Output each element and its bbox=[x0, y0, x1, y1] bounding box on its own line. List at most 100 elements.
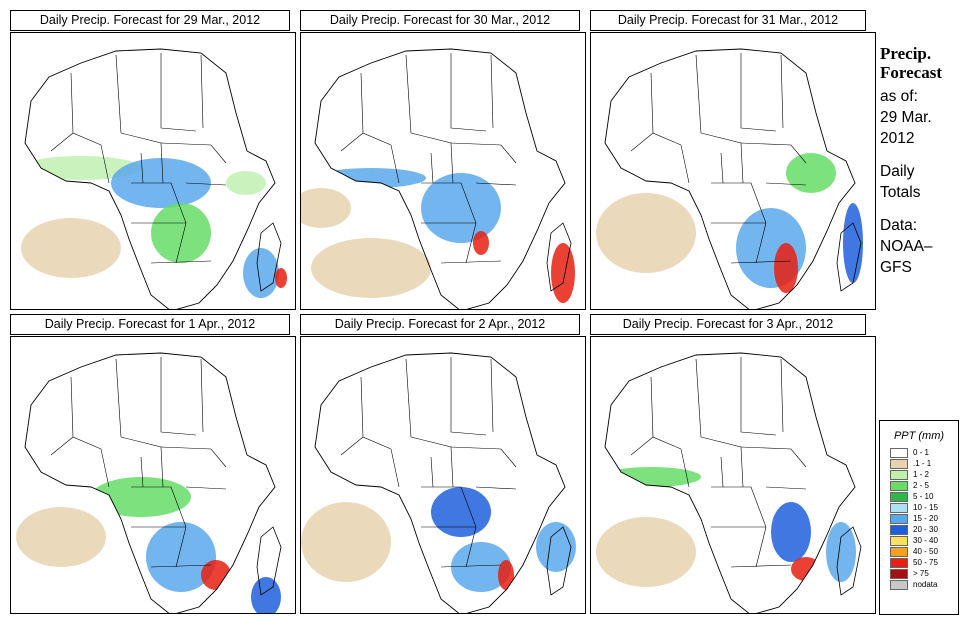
precip-map bbox=[10, 32, 296, 310]
data-line2: NOAA– bbox=[880, 238, 933, 255]
precip-area bbox=[301, 502, 391, 582]
precip-area bbox=[421, 173, 501, 243]
legend-swatch bbox=[890, 459, 908, 469]
africa-map-graphic bbox=[301, 33, 585, 309]
legend-swatch bbox=[890, 448, 908, 458]
country-border bbox=[50, 436, 74, 456]
legend-swatch bbox=[890, 514, 908, 524]
country-border bbox=[780, 54, 784, 129]
country-border bbox=[390, 448, 400, 488]
country-border bbox=[730, 564, 792, 568]
country-border bbox=[100, 448, 110, 488]
country-border bbox=[780, 358, 784, 433]
country-border bbox=[450, 53, 487, 132]
legend-label: 0 - 1 bbox=[913, 448, 930, 457]
legend-rows: 0 - 1 .1 - 1 1 - 2 2 - 5 5 - 10 10 - 15 15 - 2… bbox=[880, 448, 958, 591]
madagascar-outline bbox=[546, 526, 572, 596]
country-border bbox=[740, 446, 807, 468]
precip-area bbox=[21, 218, 121, 278]
country-border bbox=[490, 358, 494, 433]
legend-label: 2 - 5 bbox=[913, 481, 930, 490]
legend-item: 5 - 10 bbox=[880, 492, 958, 503]
country-border bbox=[115, 358, 122, 438]
legend-swatch bbox=[890, 481, 908, 491]
legend-swatch bbox=[890, 470, 908, 480]
panel-title: Daily Precip. Forecast for 29 Mar., 2012 bbox=[10, 10, 290, 31]
country-border bbox=[340, 132, 364, 152]
panel-title: Daily Precip. Forecast for 2 Apr., 2012 bbox=[300, 314, 580, 335]
precip-map bbox=[300, 32, 586, 310]
legend-item: 20 - 30 bbox=[880, 525, 958, 536]
country-border bbox=[440, 260, 502, 264]
country-border bbox=[630, 436, 654, 456]
africa-map-graphic bbox=[11, 33, 295, 309]
country-border bbox=[630, 132, 654, 152]
legend-label: 50 - 75 bbox=[913, 558, 938, 567]
country-border bbox=[131, 486, 187, 568]
country-border bbox=[160, 142, 227, 164]
legend-item: 0 - 1 bbox=[880, 448, 958, 459]
legend-item: > 75 bbox=[880, 569, 958, 580]
africa-map-graphic bbox=[301, 337, 585, 613]
precip-area bbox=[536, 522, 576, 572]
country-border bbox=[405, 54, 412, 134]
precip-map bbox=[590, 336, 876, 614]
precip-area bbox=[226, 171, 266, 195]
panel-title: Daily Precip. Forecast for 3 Apr., 2012 bbox=[590, 314, 866, 335]
country-border bbox=[140, 152, 144, 184]
madagascar-outline bbox=[836, 526, 862, 596]
country-border bbox=[200, 54, 204, 129]
africa-map-graphic bbox=[591, 337, 875, 613]
asof-line3: 2012 bbox=[880, 130, 915, 147]
legend-swatch bbox=[890, 558, 908, 568]
country-border bbox=[340, 436, 364, 456]
country-border bbox=[475, 486, 517, 490]
coastline bbox=[604, 352, 856, 613]
precip-map bbox=[10, 336, 296, 614]
country-border bbox=[711, 182, 767, 264]
country-border bbox=[765, 182, 807, 186]
legend-label: 15 - 20 bbox=[913, 514, 938, 523]
legend-label: 30 - 40 bbox=[913, 536, 938, 545]
legend-swatch bbox=[890, 503, 908, 513]
madagascar-outline bbox=[836, 222, 862, 292]
country-border bbox=[711, 486, 767, 568]
precip-area bbox=[301, 188, 351, 228]
country-border bbox=[765, 486, 807, 490]
precip-area bbox=[551, 243, 575, 303]
coastline bbox=[604, 48, 856, 309]
precip-area bbox=[786, 153, 836, 193]
coastline bbox=[314, 352, 566, 613]
legend-item: 50 - 75 bbox=[880, 558, 958, 569]
country-border bbox=[160, 357, 197, 436]
asof-line2: 29 Mar. bbox=[880, 109, 932, 126]
precip-area bbox=[771, 502, 811, 562]
legend-swatch bbox=[890, 580, 908, 590]
precip-area bbox=[16, 507, 106, 567]
country-border bbox=[430, 152, 434, 184]
country-border bbox=[115, 54, 122, 134]
legend-label: 5 - 10 bbox=[913, 492, 934, 501]
country-border bbox=[680, 448, 690, 488]
country-border bbox=[720, 456, 724, 488]
madagascar-outline bbox=[546, 222, 572, 292]
legend-label: 10 - 15 bbox=[913, 503, 938, 512]
precip-map bbox=[590, 32, 876, 310]
country-border bbox=[720, 152, 724, 184]
precip-map bbox=[300, 336, 586, 614]
precip-legend: PPT (mm) 0 - 1 .1 - 1 1 - 2 2 - 5 5 - 10 10 -… bbox=[879, 420, 959, 615]
country-border bbox=[150, 564, 212, 568]
asof-line1: as of: bbox=[880, 88, 918, 105]
daily-line1: Daily bbox=[880, 163, 915, 180]
country-border bbox=[450, 446, 517, 468]
country-border bbox=[160, 53, 197, 132]
country-border bbox=[450, 142, 517, 164]
legend-item: 40 - 50 bbox=[880, 547, 958, 558]
legend-item: nodata bbox=[880, 580, 958, 591]
country-border bbox=[730, 260, 792, 264]
precip-area bbox=[774, 243, 798, 293]
legend-label: 1 - 2 bbox=[913, 470, 930, 479]
side-heading-line1: Precip. bbox=[880, 44, 932, 63]
country-border bbox=[100, 144, 110, 184]
legend-label: nodata bbox=[913, 580, 938, 589]
